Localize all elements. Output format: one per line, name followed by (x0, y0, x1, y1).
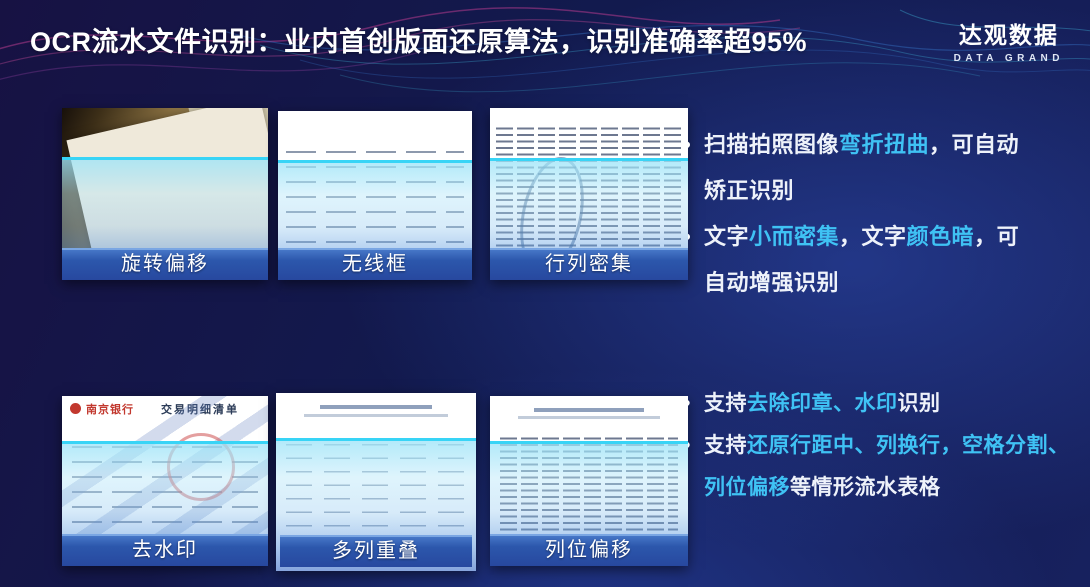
sample-caption: 多列重叠 (280, 535, 472, 567)
brand-logo: 达观数据 DATA GRAND (954, 16, 1064, 64)
page-title: OCR流水文件识别：业内首创版面还原算法，识别准确率超95% (30, 27, 808, 57)
sample-card-watermark: 南京银行 交易明细清单 去水印 (62, 396, 268, 566)
feature-bullet: • 支持还原行距中、列换行，空格分割、列位偏移等情形流水表格 (683, 425, 1075, 509)
document-subtitle-line (517, 416, 661, 420)
sample-card-column-overlap: 多列重叠 (276, 393, 476, 571)
sample-caption: 列位偏移 (490, 534, 688, 566)
document-title-line (533, 407, 645, 412)
feature-bullet: • 支持去除印章、水印识别 (683, 383, 1075, 425)
sample-card-rotation-offset: 旋转偏移 (62, 108, 268, 280)
document-subtitle-line (304, 414, 448, 418)
sample-card-no-frame: 无线框 (278, 111, 472, 280)
sample-caption: 旋转偏移 (62, 248, 268, 280)
brand-logo-name: 达观数据 (958, 22, 1059, 48)
document-title-line (320, 405, 432, 410)
feature-text: 支持去除印章、水印识别 (704, 392, 941, 415)
sample-caption: 无线框 (278, 248, 472, 280)
feature-bullet: • 扫描拍照图像弯折扭曲，可自动 矫正识别 (683, 122, 1035, 214)
feature-text: 扫描拍照图像弯折扭曲，可自动 矫正识别 (704, 132, 1020, 203)
sample-caption: 行列密集 (490, 248, 688, 280)
bank-logo-icon (70, 403, 81, 415)
feature-list-restore: • 支持去除印章、水印识别 • 支持还原行距中、列换行，空格分割、列位偏移等情形… (683, 383, 1075, 509)
feature-text: 支持还原行距中、列换行，空格分割、 列位偏移等情形流水表格 (704, 434, 1070, 499)
feature-text: 文字小而密集，文字颜色暗，可 自动增强识别 (704, 224, 1020, 295)
receipt-header: 南京银行 交易明细清单 (62, 396, 268, 422)
receipt-title: 交易明细清单 (161, 401, 239, 417)
sample-caption: 去水印 (62, 534, 268, 566)
bank-name: 南京银行 (86, 403, 134, 416)
sample-card-column-offset: 列位偏移 (490, 396, 688, 566)
bullet-dot: • (683, 132, 692, 157)
bullet-dot: • (683, 392, 691, 415)
brand-logo-subtitle: DATA GRAND (953, 53, 1064, 64)
sample-card-dense-grid: 行列密集 (490, 108, 688, 280)
